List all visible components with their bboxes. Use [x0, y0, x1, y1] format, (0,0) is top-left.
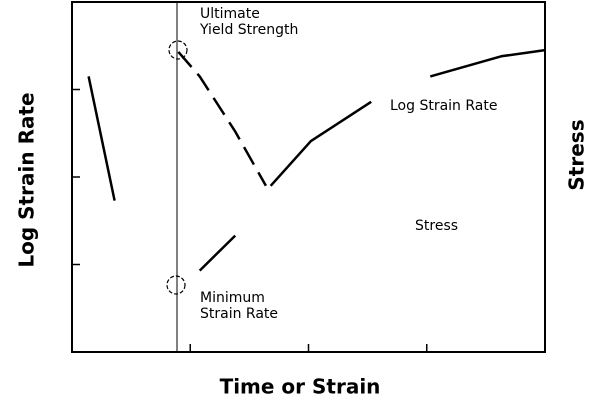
- x-axis-label: Time or Strain: [220, 375, 381, 399]
- series-label: Stress: [415, 218, 458, 234]
- minimum-marker: [166, 275, 186, 295]
- annotation: Strain Rate: [200, 306, 278, 322]
- y-axis-label: Log Strain Rate: [15, 92, 39, 267]
- series-label: Log Strain Rate: [390, 98, 497, 114]
- plot-frame: [71, 1, 546, 353]
- yield-marker: [168, 40, 188, 60]
- series-line: [87, 48, 546, 272]
- y2-axis-label: Stress: [565, 119, 589, 190]
- annotation: Ultimate: [200, 6, 260, 22]
- annotation: Yield Strength: [199, 22, 298, 38]
- series-line: [178, 52, 545, 209]
- annotation: Minimum: [200, 290, 265, 306]
